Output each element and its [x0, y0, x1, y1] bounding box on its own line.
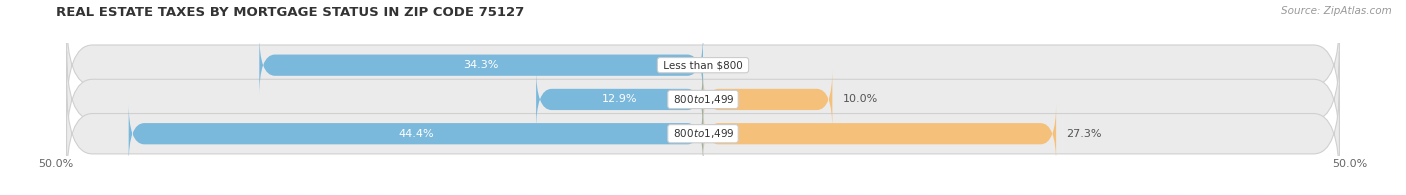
Text: 27.3%: 27.3% — [1067, 129, 1102, 139]
Text: REAL ESTATE TAXES BY MORTGAGE STATUS IN ZIP CODE 75127: REAL ESTATE TAXES BY MORTGAGE STATUS IN … — [56, 6, 524, 19]
Text: 12.9%: 12.9% — [602, 94, 637, 105]
Text: $800 to $1,499: $800 to $1,499 — [671, 127, 735, 140]
FancyBboxPatch shape — [536, 69, 703, 130]
FancyBboxPatch shape — [259, 35, 703, 96]
FancyBboxPatch shape — [703, 69, 832, 130]
Text: 44.4%: 44.4% — [398, 129, 433, 139]
FancyBboxPatch shape — [66, 17, 1340, 113]
Text: 10.0%: 10.0% — [842, 94, 877, 105]
FancyBboxPatch shape — [129, 103, 703, 164]
Text: $800 to $1,499: $800 to $1,499 — [671, 93, 735, 106]
FancyBboxPatch shape — [66, 85, 1340, 182]
FancyBboxPatch shape — [66, 51, 1340, 148]
Text: Source: ZipAtlas.com: Source: ZipAtlas.com — [1281, 6, 1392, 16]
Text: Less than $800: Less than $800 — [659, 60, 747, 70]
Text: 34.3%: 34.3% — [464, 60, 499, 70]
Text: 0.0%: 0.0% — [713, 60, 741, 70]
FancyBboxPatch shape — [703, 103, 1056, 164]
